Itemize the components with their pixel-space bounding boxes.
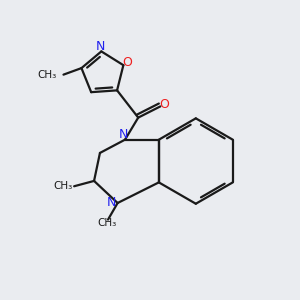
Text: O: O — [122, 56, 132, 69]
Text: N: N — [107, 196, 116, 209]
Text: O: O — [160, 98, 170, 111]
Text: CH₃: CH₃ — [38, 70, 57, 80]
Text: CH₃: CH₃ — [97, 218, 116, 228]
Text: N: N — [96, 40, 105, 53]
Text: N: N — [119, 128, 128, 142]
Text: CH₃: CH₃ — [53, 181, 73, 191]
